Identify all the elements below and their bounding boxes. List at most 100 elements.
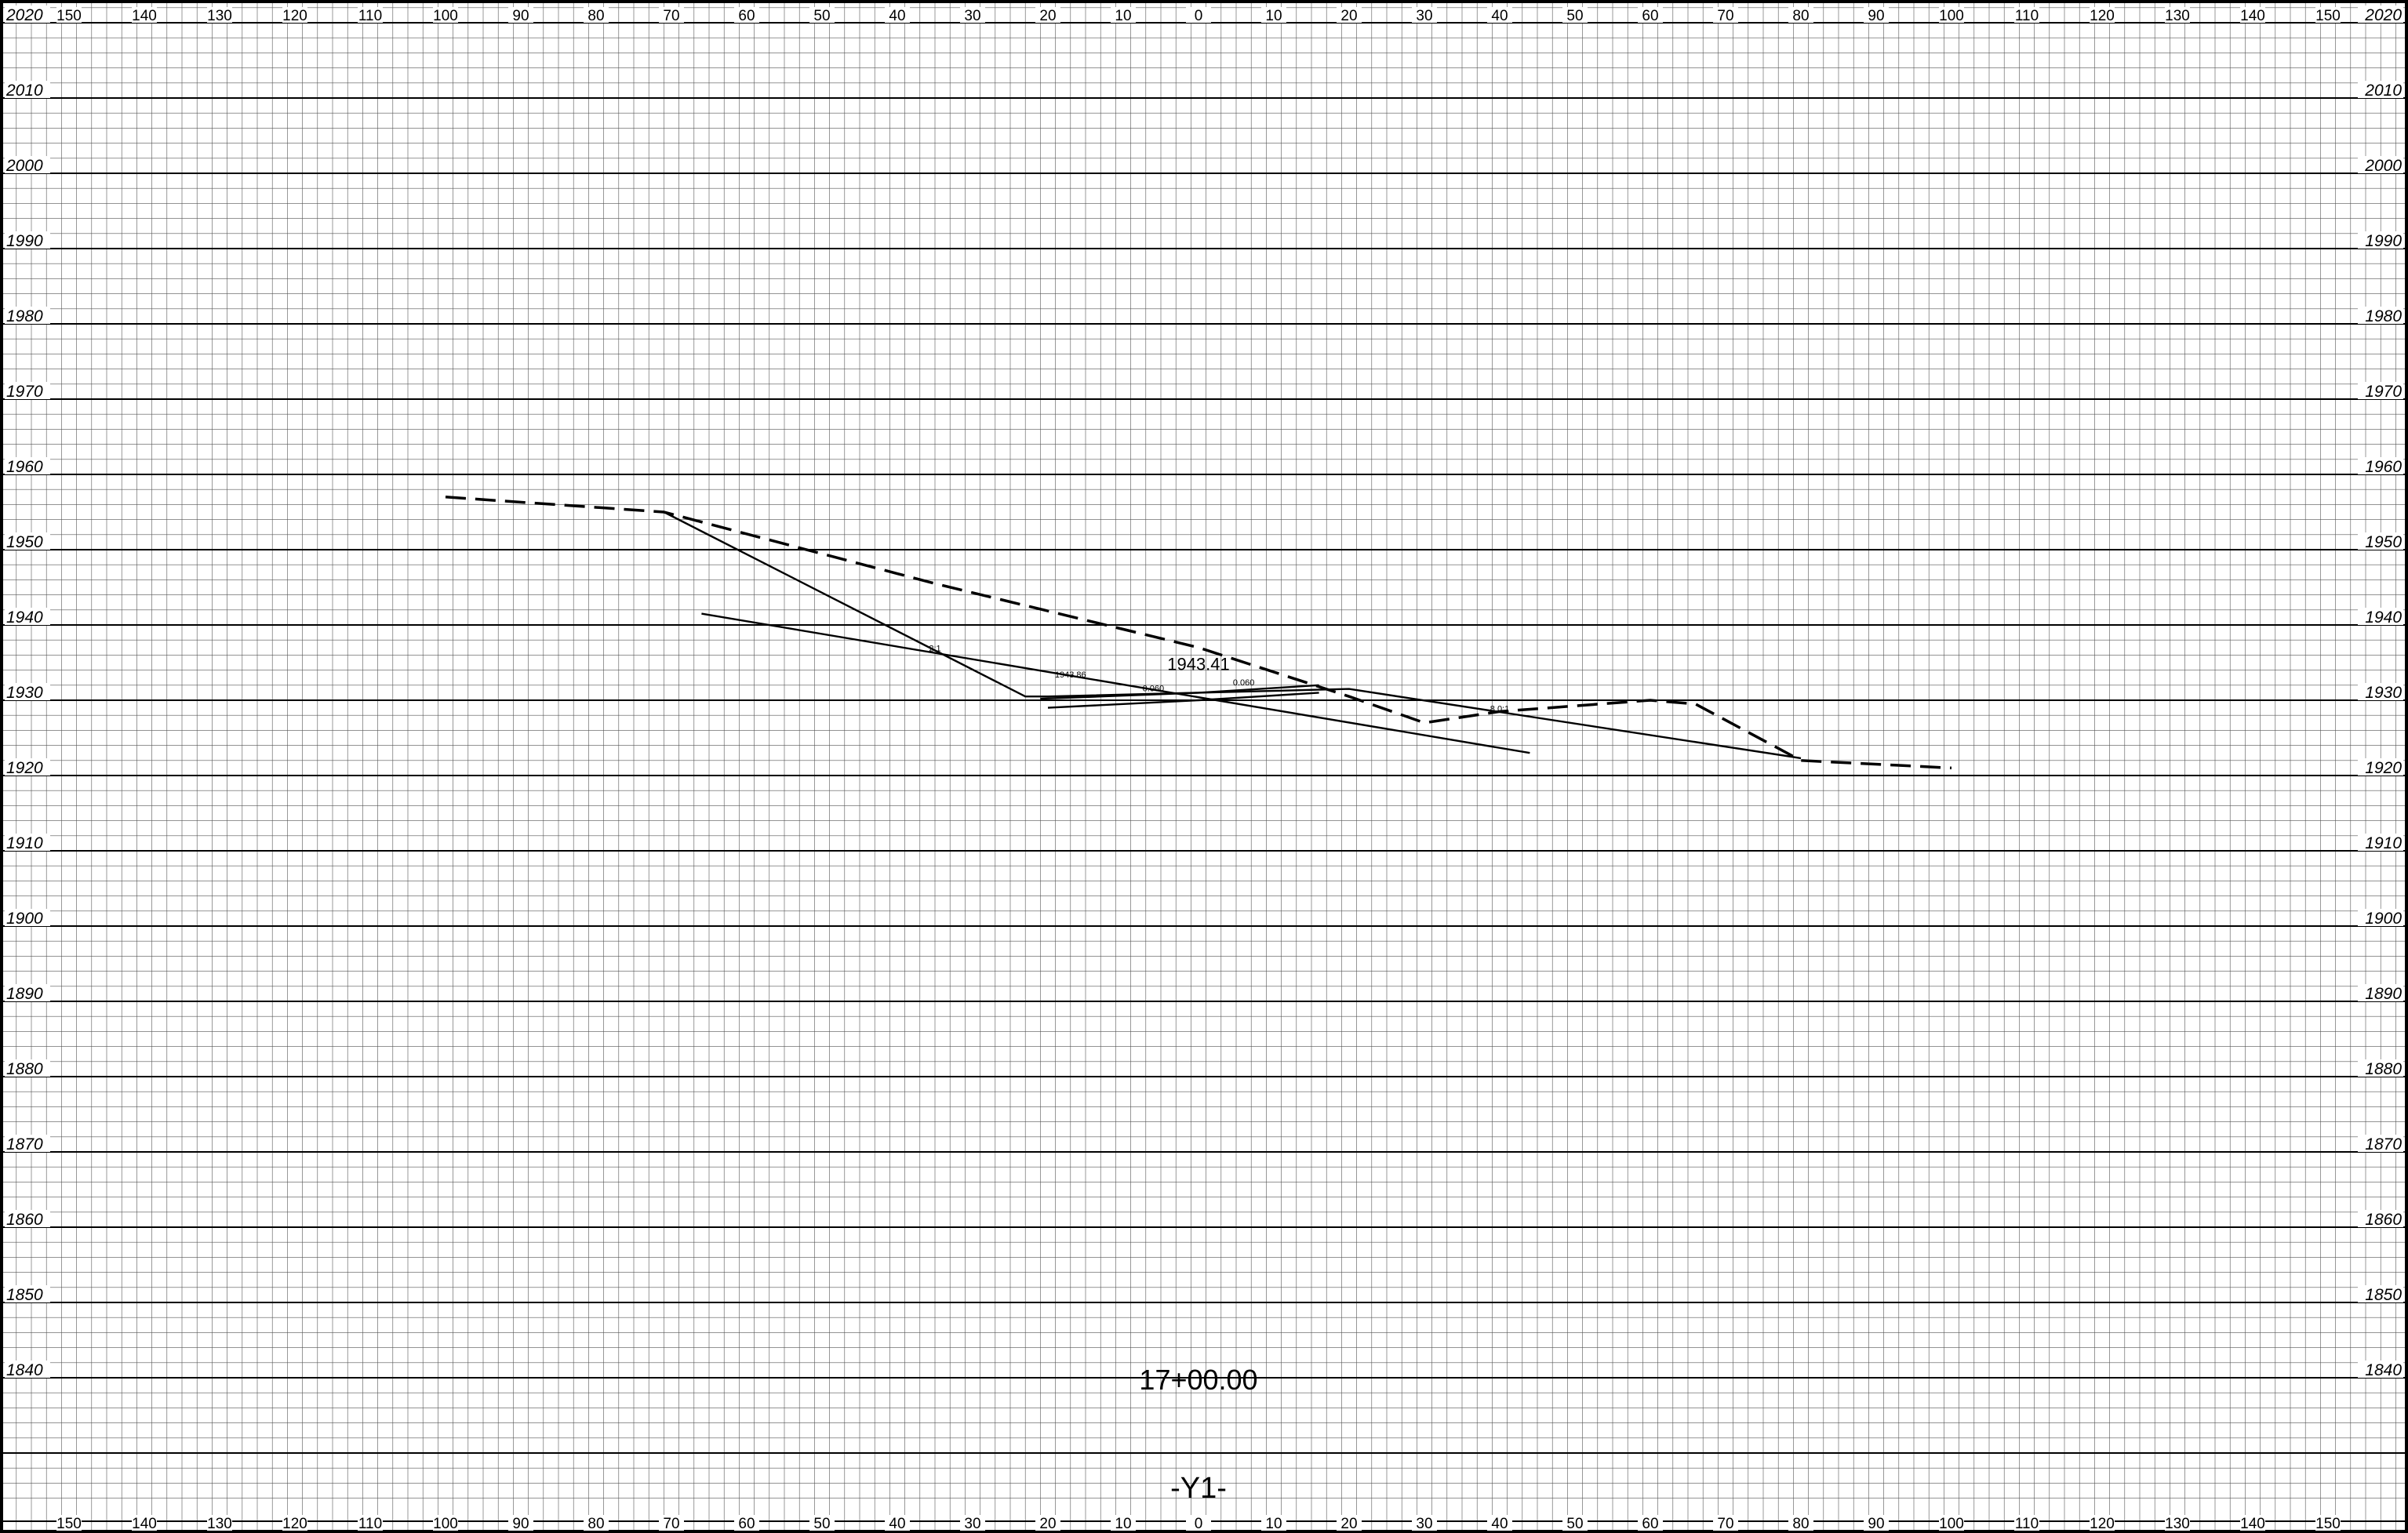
offset-label-top-28: 130 [2165, 8, 2190, 24]
annotation-0: 1943.41 [1167, 655, 1230, 674]
offset-label-bg [1261, 1515, 1286, 1531]
offset-label-bg [1713, 7, 1738, 23]
offset-label-top-3: 120 [282, 8, 307, 24]
elevation-label-bg [5, 382, 50, 399]
offset-label-bottom-1: 140 [132, 1516, 157, 1532]
elevation-label-bg [5, 984, 50, 1001]
offset-label-bg [1788, 1515, 1813, 1531]
elevation-label-bg [2358, 984, 2403, 1001]
elevation-label-bg [2358, 81, 2403, 98]
offset-label-bg [56, 1515, 82, 1531]
elevation-label-bg [5, 457, 50, 474]
offset-label-bg [2165, 1515, 2190, 1531]
elevation-label-right-6: 1960 [2365, 458, 2402, 476]
offset-label-bottom-9: 60 [738, 1516, 755, 1532]
offset-label-bg [1337, 7, 1362, 23]
station-label: 17+00.00 [1139, 1364, 1257, 1396]
offset-label-top-27: 120 [2090, 8, 2115, 24]
offset-label-bg [1638, 7, 1663, 23]
elevation-label-left-4: 1980 [6, 307, 43, 325]
elevation-label-bg [2358, 5, 2403, 23]
offset-label-bg [1111, 7, 1136, 23]
offset-label-bg [508, 1515, 533, 1531]
elevation-label-bg [2358, 1059, 2403, 1077]
elevation-label-bg [2358, 834, 2403, 851]
offset-label-top-16: 10 [1265, 8, 1282, 24]
annotation-5: 1943.86 [1055, 670, 1086, 680]
offset-label-bg [1713, 1515, 1738, 1531]
offset-label-top-29: 140 [2240, 8, 2265, 24]
series-crossing_line [701, 612, 1530, 754]
offset-label-top-14: 10 [1115, 8, 1131, 24]
offset-label-bottom-14: 10 [1115, 1516, 1131, 1532]
offset-label-bg [960, 1515, 985, 1531]
offset-label-bg [2165, 7, 2190, 23]
elevation-label-right-10: 1920 [2365, 759, 2402, 777]
offset-label-top-30: 150 [2315, 8, 2341, 24]
elevation-label-right-1: 2010 [2364, 82, 2402, 100]
offset-label-bg [1412, 1515, 1437, 1531]
elevation-label-left-9: 1930 [6, 684, 43, 702]
elevation-label-left-17: 1850 [6, 1286, 43, 1304]
annotation-1: 0.060 [1143, 684, 1165, 693]
elevation-label-bg [2358, 1135, 2403, 1152]
series-existing_ground [445, 496, 1952, 770]
line-label: -Y1- [1170, 1472, 1227, 1505]
offset-label-top-17: 20 [1340, 8, 1357, 24]
elevation-label-bg [5, 608, 50, 625]
elevation-label-left-5: 1970 [6, 383, 43, 401]
offset-label-bottom-30: 150 [2315, 1516, 2341, 1532]
offset-label-top-5: 100 [433, 8, 458, 24]
offset-label-bg [1788, 7, 1813, 23]
offset-label-bg [2090, 7, 2115, 23]
offset-label-bg [885, 7, 910, 23]
elevation-label-bg [5, 683, 50, 700]
offset-label-top-25: 100 [1939, 8, 1964, 24]
offset-label-bg [1638, 1515, 1663, 1531]
offset-label-bg [2240, 7, 2265, 23]
elevation-label-left-13: 1890 [6, 985, 43, 1003]
elevation-label-right-13: 1890 [2365, 985, 2402, 1003]
offset-label-bg [1487, 7, 1512, 23]
elevation-label-bg [5, 156, 50, 173]
section-profile [445, 496, 1952, 770]
elevation-label-bg [5, 532, 50, 550]
elevation-label-left-18: 1840 [6, 1361, 43, 1379]
offset-label-bg [56, 7, 82, 23]
offset-label-bg [584, 7, 609, 23]
elevation-label-right-18: 1840 [2365, 1361, 2402, 1379]
elevation-label-right-3: 1990 [2365, 232, 2402, 250]
elevation-label-left-6: 1960 [6, 458, 43, 476]
offset-label-top-21: 60 [1642, 8, 1658, 24]
elevation-label-bg [2358, 382, 2403, 399]
elevation-label-left-15: 1870 [6, 1135, 43, 1153]
elevation-label-right-8: 1940 [2365, 608, 2402, 627]
offset-label-bg [885, 1515, 910, 1531]
elevation-label-bg [5, 5, 50, 23]
offset-label-bg [2014, 1515, 2039, 1531]
offset-label-bg [433, 7, 458, 23]
elevation-label-bg [5, 307, 50, 324]
elevation-label-left-8: 1940 [6, 608, 43, 627]
elevation-label-right-17: 1850 [2365, 1286, 2402, 1304]
elevation-label-bg [5, 758, 50, 776]
offset-label-bg [584, 1515, 609, 1531]
offset-label-bottom-29: 140 [2240, 1516, 2265, 1532]
elevation-label-left-1: 2010 [5, 82, 43, 100]
elevation-label-bg [2358, 457, 2403, 474]
annotation-4: 8.0:1 [1490, 704, 1509, 714]
offset-label-top-13: 20 [1039, 8, 1056, 24]
offset-label-bottom-26: 110 [2015, 1516, 2039, 1532]
offset-label-bg [358, 1515, 383, 1531]
offset-label-bg [734, 1515, 759, 1531]
series-pavement_top [1040, 684, 1319, 700]
offset-label-bg [358, 7, 383, 23]
elevation-label-bg [2358, 608, 2403, 625]
offset-label-bg [433, 1515, 458, 1531]
elevation-label-bg [2358, 532, 2403, 550]
offset-label-bottom-20: 50 [1566, 1516, 1583, 1532]
elevation-label-bg [5, 1210, 50, 1227]
offset-label-bg [960, 7, 985, 23]
